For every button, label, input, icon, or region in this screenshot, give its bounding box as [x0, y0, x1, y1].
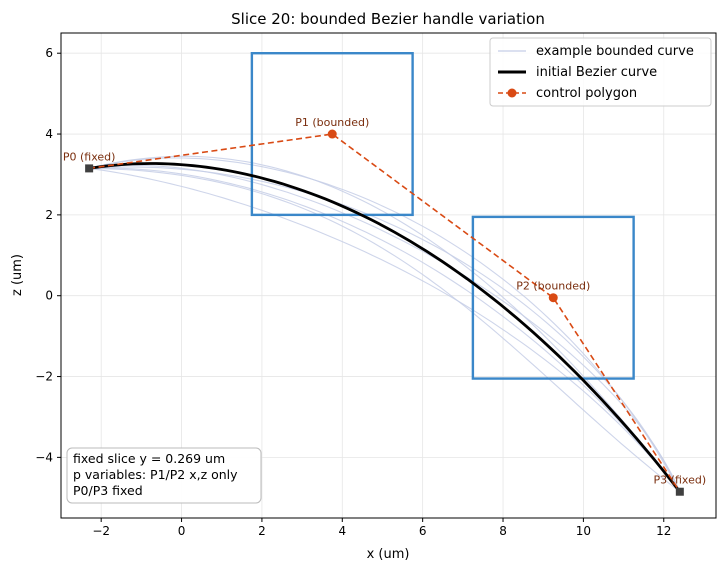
- initial-curve: [88, 162, 681, 493]
- fixed-point-marker: [85, 164, 94, 173]
- x-tick-label: 0: [178, 524, 186, 538]
- legend: example bounded curve initial Bezier curv…: [489, 37, 712, 107]
- y-axis-ticks: −4 −2 0 2 4 6: [35, 46, 61, 464]
- info-box-line: p variables: P1/P2 x,z only: [73, 467, 238, 482]
- x-tick-label: −2: [92, 524, 110, 538]
- point-labels: P0 (fixed) P1 (bounded) P2 (bounded) P3 (fi…: [63, 116, 706, 487]
- initial-curve-line: [88, 162, 681, 493]
- legend-box: [489, 37, 712, 107]
- example-curve-line: [89, 167, 681, 493]
- x-tick-label: 6: [419, 524, 427, 538]
- fixed-point-marker: [675, 487, 684, 496]
- legend-label: control polygon: [536, 86, 637, 101]
- control-polygon-line: [89, 133, 681, 493]
- point-label: P2 (bounded): [516, 280, 590, 293]
- x-axis-ticks: −2 0 2 4 6 8 10 12: [92, 518, 671, 538]
- y-tick-label: 0: [45, 289, 53, 303]
- legend-label: example bounded curve: [536, 44, 694, 59]
- x-tick-label: 8: [499, 524, 507, 538]
- x-tick-label: 10: [576, 524, 591, 538]
- legend-label: initial Bezier curve: [536, 65, 657, 80]
- point-label: P1 (bounded): [295, 116, 369, 129]
- info-box-line: P0/P3 fixed: [73, 483, 143, 498]
- info-box-line: fixed slice y = 0.269 um: [73, 451, 225, 466]
- chart-title: Slice 20: bounded Bezier handle variatio…: [231, 10, 545, 28]
- control-polygon: [85, 129, 684, 496]
- y-tick-label: −4: [35, 450, 53, 464]
- plot-area: [61, 33, 716, 518]
- x-tick-label: 12: [656, 524, 671, 538]
- example-curve-line: [88, 155, 681, 493]
- info-box: fixed slice y = 0.269 ump variables: P1/…: [66, 447, 262, 504]
- x-tick-label: 2: [258, 524, 266, 538]
- y-axis-label: z (um): [10, 254, 25, 296]
- legend-swatch-marker: [507, 88, 517, 98]
- y-tick-label: 4: [45, 127, 53, 141]
- x-axis-label: x (um): [367, 547, 410, 562]
- point-label: P3 (fixed): [654, 474, 707, 487]
- example-curves: [88, 155, 681, 493]
- y-tick-label: 2: [45, 208, 53, 222]
- bound-box: [250, 52, 414, 217]
- bounded-point-marker: [327, 129, 337, 139]
- bound-boxes: [250, 52, 635, 380]
- plot-frame: [60, 32, 717, 519]
- y-tick-label: −2: [35, 370, 53, 384]
- x-tick-label: 4: [338, 524, 346, 538]
- example-curve-line: [89, 167, 681, 493]
- info-box-frame: [66, 447, 262, 504]
- point-label: P0 (fixed): [63, 150, 116, 163]
- bounded-point-marker: [548, 293, 558, 303]
- y-tick-label: 6: [45, 46, 53, 60]
- example-curve-line: [89, 167, 681, 493]
- bound-box: [471, 215, 635, 380]
